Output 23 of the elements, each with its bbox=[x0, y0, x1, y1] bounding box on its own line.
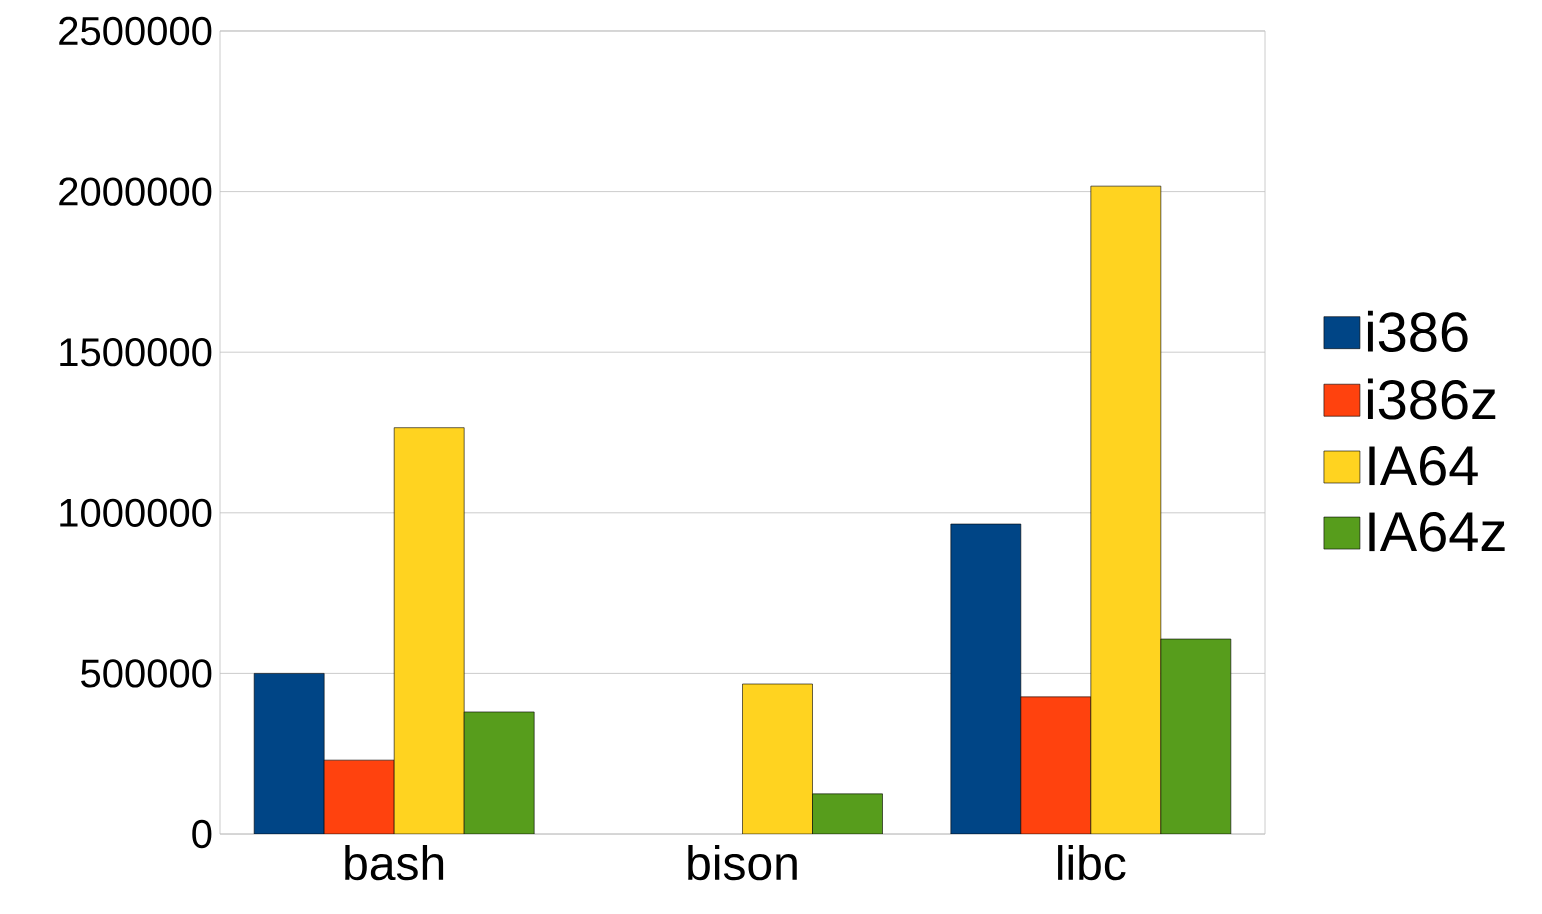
legend-label: i386z bbox=[1367, 378, 1496, 420]
y-tick-label: 1000000 bbox=[60, 498, 212, 527]
bar bbox=[1160, 638, 1232, 834]
legend-label: i386 bbox=[1367, 310, 1468, 353]
bar bbox=[323, 759, 395, 834]
x-tick-label: bash bbox=[345, 845, 444, 881]
bar bbox=[463, 711, 535, 834]
y-tick-label: 2000000 bbox=[59, 177, 212, 206]
legend-label: IA64 bbox=[1369, 445, 1478, 486]
bar bbox=[950, 523, 1022, 834]
bar bbox=[812, 793, 883, 834]
bar bbox=[1020, 696, 1092, 834]
bar bbox=[253, 673, 325, 834]
bar bbox=[1090, 185, 1162, 834]
x-tick-label: bison bbox=[688, 845, 797, 881]
bar bbox=[393, 427, 465, 834]
y-tick-label: 0 bbox=[192, 819, 212, 849]
legend-label: IA64z bbox=[1369, 512, 1505, 552]
y-tick-label: 500000 bbox=[81, 659, 212, 688]
x-tick-label: libc bbox=[1058, 845, 1126, 881]
bar bbox=[742, 683, 813, 834]
y-tick-label: 2500000 bbox=[59, 16, 212, 46]
y-tick-label: 1500000 bbox=[60, 338, 212, 367]
